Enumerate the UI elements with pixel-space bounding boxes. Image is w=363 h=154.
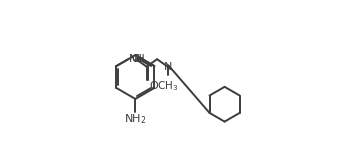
Text: NH: NH	[129, 54, 146, 64]
Text: O: O	[149, 81, 158, 91]
Text: Cl: Cl	[131, 54, 142, 64]
Text: CH$_3$: CH$_3$	[157, 79, 178, 93]
Text: N: N	[163, 62, 172, 72]
Text: NH$_2$: NH$_2$	[124, 112, 147, 126]
